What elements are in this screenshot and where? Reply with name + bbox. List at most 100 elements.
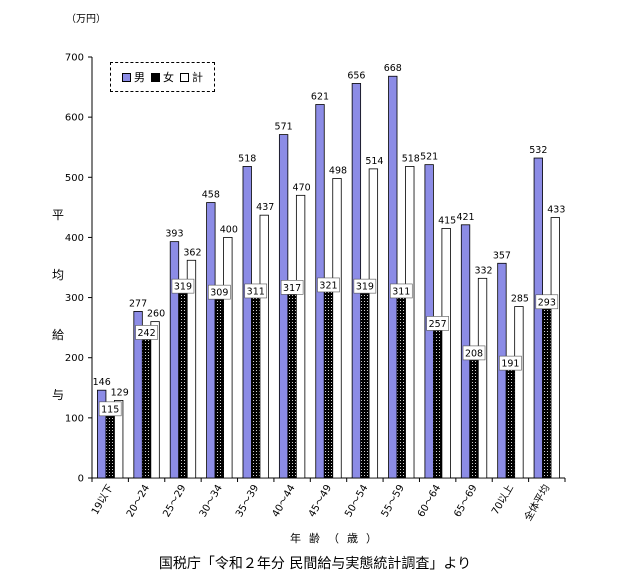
data-label-female: 311 <box>392 286 410 297</box>
x-tick-label: 30～34 <box>198 483 225 519</box>
data-label-total: 514 <box>365 156 383 167</box>
data-label-male: 571 <box>275 122 293 133</box>
data-label-total: 129 <box>111 387 129 398</box>
data-label-female: 208 <box>465 348 483 359</box>
bar-total <box>223 237 233 479</box>
data-label-total: 498 <box>329 165 347 176</box>
data-label-female-box <box>244 283 268 299</box>
bar-female <box>505 362 516 479</box>
y-tick-label: 200 <box>65 353 84 364</box>
bar-total <box>477 277 488 479</box>
x-tick-label: 65～69 <box>452 483 479 519</box>
bar-male <box>242 166 252 479</box>
bar-male <box>278 134 289 479</box>
bar-total <box>441 228 451 479</box>
data-label-male: 518 <box>238 153 256 164</box>
bar-total <box>150 321 160 479</box>
data-label-total: 415 <box>438 215 456 226</box>
data-label-female-box <box>535 294 559 310</box>
bar-female <box>214 291 224 479</box>
data-label-total: 332 <box>474 265 492 276</box>
x-tick-label: 45～49 <box>307 483 334 519</box>
data-label-male: 146 <box>93 377 111 388</box>
data-label-male: 393 <box>165 229 183 240</box>
legend-item-male: 男 <box>122 69 145 85</box>
data-label-female: 115 <box>101 404 119 415</box>
y-tick-label: 500 <box>65 173 84 184</box>
legend-item-female: 女 <box>151 69 174 85</box>
data-label-female-box <box>499 355 522 371</box>
data-label-female: 317 <box>283 283 301 294</box>
data-label-female: 309 <box>210 288 228 299</box>
data-label-female-box <box>426 316 449 331</box>
data-label-male: 277 <box>129 298 147 309</box>
data-label-total: 518 <box>402 153 420 164</box>
data-label-female-box <box>135 325 158 340</box>
data-label-total: 433 <box>547 205 565 216</box>
bar-female <box>542 301 552 479</box>
data-label-female: 191 <box>501 359 519 370</box>
data-label-female-box <box>98 401 122 417</box>
data-label-total: 362 <box>183 247 201 258</box>
data-label-male: 532 <box>529 145 547 156</box>
y-tick-label: 100 <box>65 413 84 424</box>
bar-total <box>332 178 342 479</box>
source-caption: 国税庁「令和２年分 民間給与実態統計調査」より <box>158 556 472 572</box>
legend-swatch-male <box>122 72 131 82</box>
data-label-female: 321 <box>319 280 337 291</box>
data-label-female: 319 <box>174 282 192 293</box>
legend-label-female: 女 <box>163 71 174 84</box>
bar-female <box>396 290 406 479</box>
x-tick-label: 35～39 <box>234 483 261 519</box>
data-label-male: 621 <box>311 92 329 103</box>
data-label-female: 242 <box>138 328 156 339</box>
x-axis-label: 年齢（歳） <box>290 532 385 545</box>
bar-total <box>368 168 379 479</box>
data-label-male: 458 <box>202 190 220 201</box>
data-label-female: 257 <box>429 319 447 330</box>
legend-swatch-female <box>151 72 160 82</box>
data-label-female-box <box>389 283 413 299</box>
data-label-total: 470 <box>293 182 311 193</box>
legend-label-male: 男 <box>134 71 145 84</box>
bar-female <box>433 323 443 479</box>
bar-female <box>323 284 334 479</box>
bar-female <box>360 285 370 479</box>
unit-label: （万円） <box>66 14 106 25</box>
x-tick-label: 25～29 <box>161 483 188 519</box>
y-tick-label: 700 <box>65 53 84 64</box>
bar-total <box>295 194 306 479</box>
y-tick-label: 0 <box>78 474 84 485</box>
data-label-female-box <box>171 278 195 294</box>
bar-male <box>533 157 543 479</box>
x-tick-label: 55～59 <box>380 483 407 519</box>
bar-total <box>550 217 560 479</box>
x-tick-label: 19以下 <box>90 483 116 517</box>
y-tick-label: 400 <box>65 233 84 244</box>
legend-label-total: 計 <box>192 71 203 84</box>
data-label-total: 400 <box>220 224 238 235</box>
x-tick-label: 60～64 <box>416 483 443 519</box>
data-label-male: 668 <box>384 63 402 74</box>
data-label-male: 521 <box>420 152 438 163</box>
data-label-male: 421 <box>456 212 474 223</box>
data-label-total: 285 <box>511 294 529 305</box>
data-label-female: 311 <box>247 286 265 297</box>
legend-item-total: 計 <box>180 69 203 85</box>
bar-total <box>114 400 124 479</box>
bar-female <box>287 286 297 479</box>
bar-male <box>388 75 398 479</box>
x-tick-label: 50～54 <box>343 483 370 519</box>
legend-swatch-total <box>180 72 189 82</box>
data-label-female-box <box>462 345 486 361</box>
bar-male <box>497 262 507 479</box>
bar-female <box>251 290 261 479</box>
bar-female <box>469 352 479 479</box>
bar-female <box>141 332 152 479</box>
bar-total <box>259 214 269 479</box>
bar-male <box>206 202 216 479</box>
bar-total <box>514 306 524 479</box>
x-tick-label: 40～44 <box>270 483 297 519</box>
data-label-total: 437 <box>256 202 274 213</box>
